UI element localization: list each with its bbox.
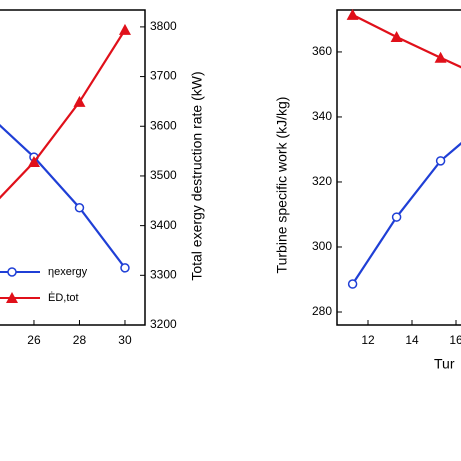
x-tick-label: 26 (27, 333, 41, 347)
chart: 242628303200330034003500360037003800Tota… (0, 9, 205, 347)
y-tick-label: 3400 (150, 218, 177, 232)
y-tick-label: 340 (312, 109, 332, 123)
marker (74, 202, 85, 213)
series-line (352, 13, 461, 69)
y-tick-label: 320 (312, 174, 332, 188)
legend-marker (6, 292, 18, 303)
x-tick-label: 14 (405, 333, 419, 347)
y-tick-label: 3600 (150, 118, 177, 132)
chart: 12 14 16 280 300 320 340 360 Turbine specific wo… (274, 8, 461, 372)
marker (347, 279, 358, 289)
marker (27, 156, 40, 168)
y-tick-label: 300 (312, 239, 332, 253)
series-line (351, 142, 461, 285)
marker (434, 51, 447, 63)
series-line (0, 124, 126, 269)
y-axis-title: Turbine specific work (kJ/kg) (274, 97, 290, 274)
x-axis-title: Tur (434, 356, 455, 372)
legend-marker (7, 267, 17, 277)
marker (73, 95, 86, 107)
marker (390, 30, 403, 42)
plot-frame (0, 9, 146, 326)
marker (346, 8, 359, 20)
marker (391, 212, 402, 222)
y-tick-label: 280 (312, 304, 332, 318)
x-tick-label: 12 (361, 333, 375, 347)
marker (120, 263, 130, 273)
x-tick-label: 16 (449, 333, 461, 347)
legend-label: ĖD,tot (48, 291, 79, 304)
y-tick-label: 3300 (150, 267, 177, 281)
y-tick-label: 3200 (150, 317, 177, 331)
y-tick-label: 3800 (150, 19, 177, 33)
legend-label: ηexergy (48, 266, 88, 278)
marker (435, 156, 446, 166)
y2-axis-title: Total exergy destruction rate (kW) (189, 71, 205, 280)
y-tick-label: 3500 (150, 168, 177, 182)
series-line (0, 29, 126, 200)
y-tick-label: 360 (312, 44, 332, 58)
y-tick-label: 3700 (150, 69, 177, 83)
x-tick-label: 30 (118, 333, 132, 347)
marker (118, 23, 131, 35)
plot-frame (336, 9, 461, 326)
x-tick-label: 28 (73, 333, 87, 347)
